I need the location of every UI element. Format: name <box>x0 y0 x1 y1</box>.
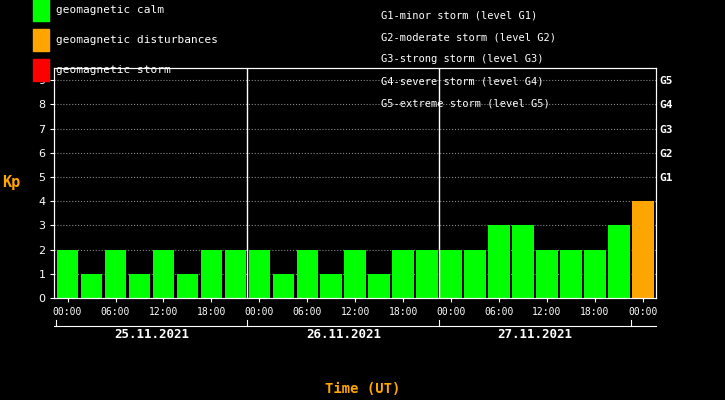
Bar <box>320 274 342 298</box>
Bar <box>344 250 366 298</box>
Text: geomagnetic storm: geomagnetic storm <box>56 65 170 75</box>
Text: 27.11.2021: 27.11.2021 <box>497 328 573 341</box>
Bar <box>584 250 606 298</box>
Bar <box>177 274 198 298</box>
Bar <box>57 250 78 298</box>
Bar <box>297 250 318 298</box>
Text: G1-minor storm (level G1): G1-minor storm (level G1) <box>381 10 537 20</box>
Bar <box>464 250 486 298</box>
Bar <box>273 274 294 298</box>
Bar <box>249 250 270 298</box>
Bar <box>201 250 222 298</box>
Bar <box>560 250 581 298</box>
Bar <box>513 225 534 298</box>
Text: Kp: Kp <box>1 176 20 190</box>
Bar <box>392 250 414 298</box>
Bar <box>632 201 654 298</box>
Bar <box>225 250 247 298</box>
Text: G5-extreme storm (level G5): G5-extreme storm (level G5) <box>381 98 550 108</box>
Bar <box>104 250 126 298</box>
Bar <box>153 250 174 298</box>
Text: geomagnetic disturbances: geomagnetic disturbances <box>56 35 217 45</box>
Text: 25.11.2021: 25.11.2021 <box>114 328 189 341</box>
Bar <box>416 250 438 298</box>
Text: 26.11.2021: 26.11.2021 <box>306 328 381 341</box>
Bar <box>368 274 390 298</box>
Text: G4-severe storm (level G4): G4-severe storm (level G4) <box>381 76 543 86</box>
Text: G3-strong storm (level G3): G3-strong storm (level G3) <box>381 54 543 64</box>
Text: G2-moderate storm (level G2): G2-moderate storm (level G2) <box>381 32 555 42</box>
Text: geomagnetic calm: geomagnetic calm <box>56 5 164 15</box>
Text: Time (UT): Time (UT) <box>325 382 400 396</box>
Bar <box>608 225 630 298</box>
Bar <box>489 225 510 298</box>
Bar <box>536 250 558 298</box>
Bar <box>129 274 150 298</box>
Bar <box>80 274 102 298</box>
Bar <box>440 250 462 298</box>
